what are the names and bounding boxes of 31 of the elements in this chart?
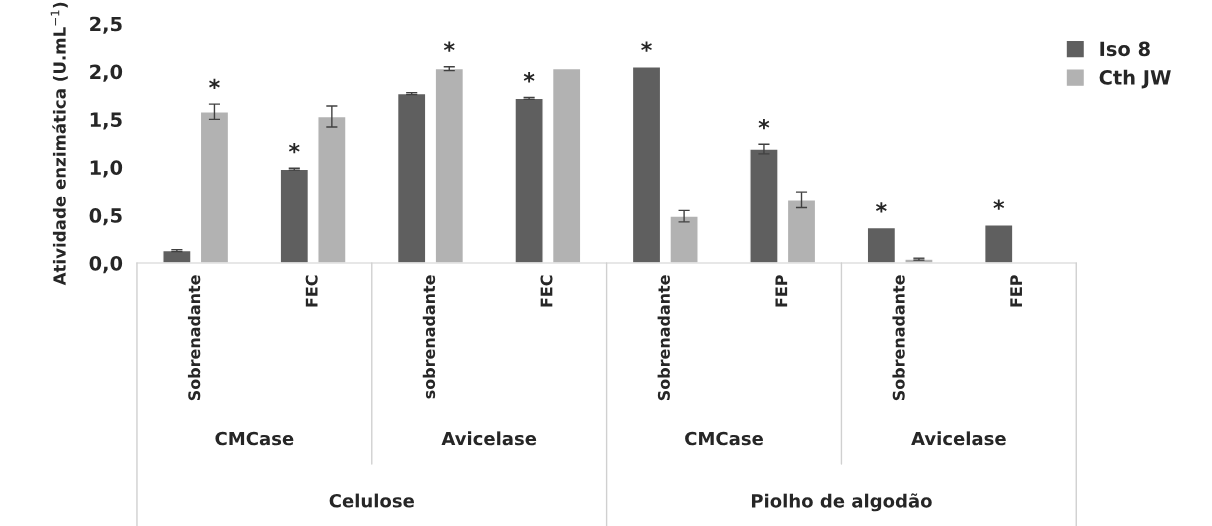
data-label: * xyxy=(641,41,652,52)
legend-label: Cth JW xyxy=(1099,69,1171,89)
x-tick-label: Sobrenadante xyxy=(657,275,670,401)
x-tick-label: FEP xyxy=(1010,275,1022,307)
x-tick-label: sobrenadante xyxy=(422,275,436,399)
x-tick-label: FEC xyxy=(540,275,553,307)
text: Avicelase xyxy=(911,431,1006,446)
data-label: * xyxy=(288,142,300,154)
data-label: * xyxy=(758,119,770,130)
y-axis-title: Atividade enzimática (U.mL$^{−1}$) xyxy=(50,2,68,286)
data-label: * xyxy=(875,202,887,213)
y-tick-label: 1,0 xyxy=(90,160,123,178)
y-tick-label: 0,5 xyxy=(89,208,122,226)
data-label: * xyxy=(993,199,1005,210)
x-tick-label: FEP xyxy=(775,275,788,307)
y-tick-label: 2,0 xyxy=(90,64,123,82)
text: CMCase xyxy=(215,431,294,446)
text: Piolho de algodão xyxy=(751,493,932,512)
text: CMCase xyxy=(685,431,763,446)
y-tick-label: 0,0 xyxy=(89,255,123,274)
x-tick-label: FEC xyxy=(305,275,318,307)
data-label: * xyxy=(209,78,220,90)
data-label: * xyxy=(443,41,455,52)
legend-label: Iso 8 xyxy=(1100,41,1150,57)
x-tick-label: Sobrenadante xyxy=(187,275,201,401)
text: Avicelase xyxy=(441,431,537,446)
data-label: * xyxy=(523,72,535,83)
y-tick-label: 1,5 xyxy=(90,112,122,130)
text: Celulose xyxy=(329,493,414,508)
y-tick-label: 2,5 xyxy=(90,16,122,34)
x-tick-label: Sobrenadante xyxy=(892,275,905,401)
